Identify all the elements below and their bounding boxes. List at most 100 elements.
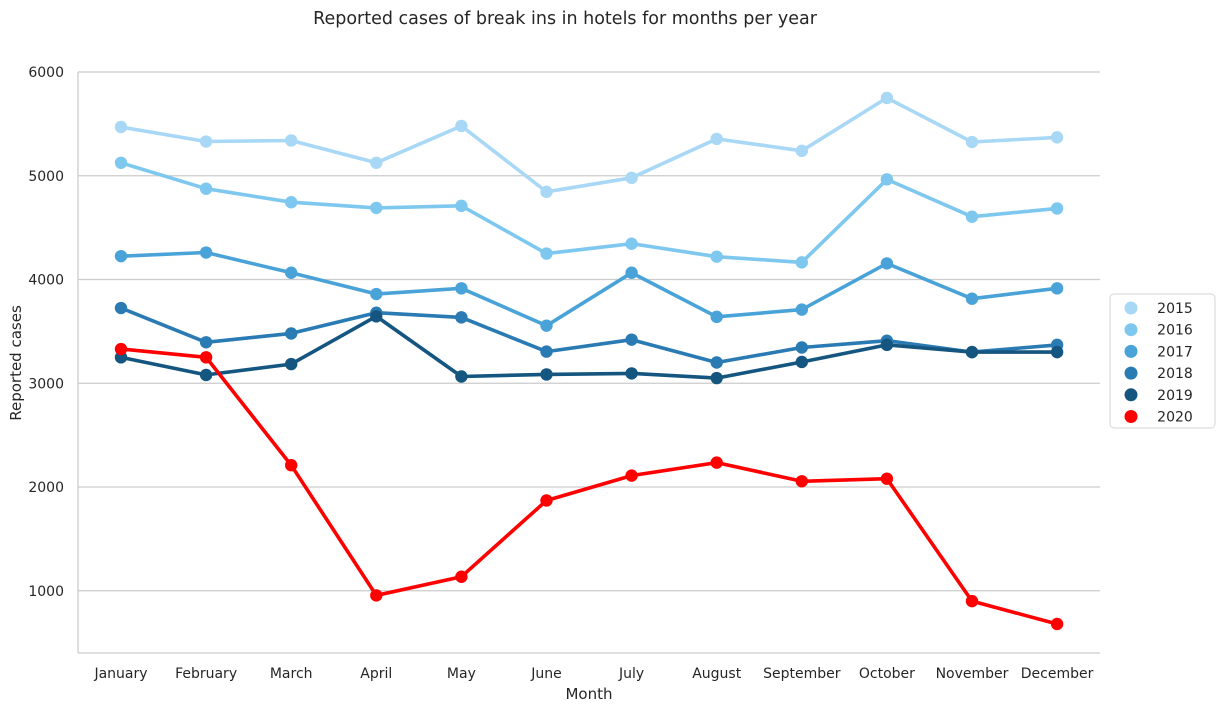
- series-2018: [114, 301, 1064, 369]
- data-point: [114, 120, 128, 134]
- data-point: [710, 371, 723, 385]
- y-tick-label: 1000: [28, 584, 64, 600]
- data-point: [199, 135, 213, 148]
- legend-marker: [1124, 301, 1138, 315]
- legend-marker: [1124, 366, 1138, 380]
- data-point: [285, 134, 298, 147]
- data-point: [285, 357, 298, 371]
- series-line: [119, 250, 1059, 328]
- series-line: [119, 96, 1059, 194]
- series-line: [119, 314, 1059, 380]
- x-axis-label: Month: [565, 685, 612, 703]
- gridlines: [78, 71, 1100, 592]
- series-2016: [114, 156, 1064, 269]
- data-point: [114, 342, 128, 356]
- data-point: [370, 310, 383, 323]
- data-point: [199, 182, 213, 195]
- data-point: [285, 327, 298, 340]
- data-point: [199, 336, 213, 349]
- y-axis-label: Reported cases: [7, 305, 25, 421]
- series-line: [119, 306, 1059, 365]
- data-point: [880, 173, 894, 186]
- data-point: [285, 266, 298, 279]
- legend-marker: [1124, 344, 1138, 358]
- data-point: [625, 237, 638, 250]
- data-point: [1050, 345, 1064, 359]
- series-lines: [114, 91, 1064, 631]
- data-point: [199, 246, 213, 259]
- data-point: [199, 351, 213, 364]
- y-tick-label: 6000: [28, 65, 64, 81]
- legend-label: 2016: [1157, 323, 1193, 339]
- data-point: [455, 199, 468, 213]
- data-point: [455, 370, 468, 383]
- data-point: [285, 459, 298, 472]
- data-point: [1050, 617, 1064, 631]
- data-point: [880, 338, 894, 352]
- x-tick-label: July: [618, 666, 644, 682]
- x-tick-label: April: [360, 666, 392, 682]
- data-point: [455, 311, 468, 324]
- data-point: [880, 472, 894, 485]
- x-tick-label: June: [530, 666, 562, 682]
- chart-title: Reported cases of break ins in hotels fo…: [313, 9, 818, 29]
- data-point: [965, 135, 979, 149]
- data-point: [455, 282, 468, 295]
- legend-marker: [1124, 323, 1138, 337]
- x-tick-label: January: [93, 666, 147, 682]
- data-point: [1050, 282, 1064, 295]
- data-point: [199, 368, 213, 382]
- x-tick-labels: January February March April May June July Augu…: [93, 666, 1093, 682]
- data-point: [455, 119, 468, 133]
- data-point: [795, 355, 808, 369]
- data-point: [965, 292, 979, 305]
- series-line: [119, 161, 1059, 265]
- series-2019: [114, 310, 1064, 385]
- data-point: [114, 249, 128, 263]
- y-tick-label: 5000: [28, 169, 64, 185]
- data-point: [795, 144, 808, 158]
- legend-label: 2017: [1157, 344, 1193, 360]
- data-point: [1050, 202, 1064, 215]
- data-point: [540, 247, 553, 260]
- x-tick-label: August: [692, 666, 742, 682]
- data-point: [540, 185, 553, 199]
- data-point: [965, 345, 979, 359]
- data-point: [795, 303, 808, 316]
- legend-label: 2020: [1157, 410, 1193, 426]
- data-point: [795, 256, 808, 269]
- axes: [77, 72, 1100, 654]
- data-point: [370, 287, 383, 301]
- data-point: [710, 132, 723, 146]
- series-line: [119, 347, 1059, 626]
- data-point: [795, 475, 808, 488]
- data-point: [540, 319, 553, 332]
- data-point: [625, 469, 638, 482]
- legend: 2015 2016 2017 2018 2019 2020: [1109, 293, 1216, 429]
- data-point: [370, 201, 383, 215]
- data-point: [965, 594, 979, 608]
- legend-label: 2018: [1157, 366, 1193, 382]
- series-2020: [114, 342, 1064, 631]
- data-point: [625, 171, 638, 185]
- legend-label: 2015: [1157, 301, 1193, 317]
- data-point: [540, 494, 553, 507]
- data-point: [370, 156, 383, 169]
- legend-label: 2019: [1157, 388, 1193, 404]
- legend-marker: [1124, 388, 1138, 402]
- data-point: [625, 333, 638, 346]
- x-tick-label: November: [936, 666, 1009, 682]
- y-tick-label: 3000: [28, 376, 64, 392]
- data-point: [625, 266, 638, 279]
- x-tick-label: March: [270, 666, 313, 682]
- y-tick-label: 4000: [28, 273, 64, 289]
- data-point: [455, 570, 468, 583]
- data-point: [710, 456, 723, 469]
- series-2015: [114, 91, 1064, 199]
- data-point: [710, 310, 723, 324]
- data-point: [965, 210, 979, 223]
- data-point: [285, 196, 298, 209]
- data-point: [540, 368, 553, 381]
